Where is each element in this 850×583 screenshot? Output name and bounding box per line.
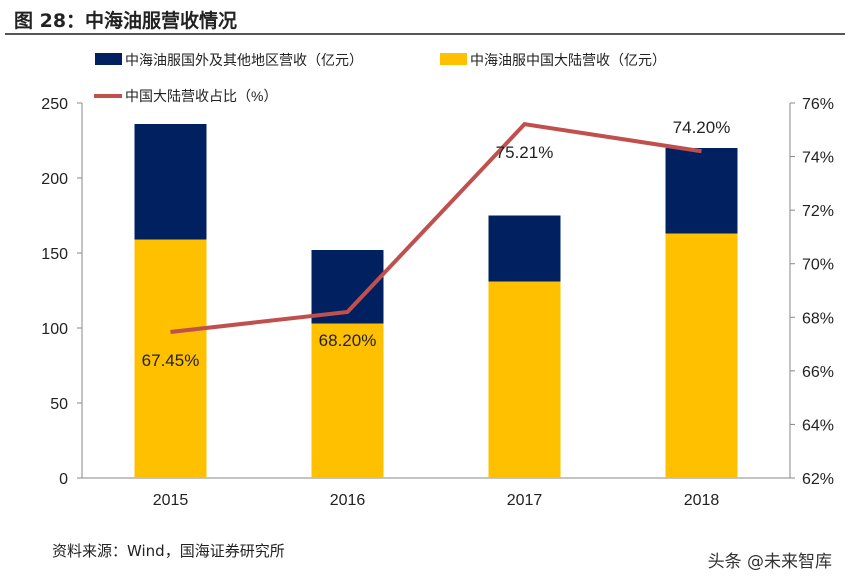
legend-swatch — [440, 53, 467, 65]
legend-label: 中海油服中国大陆营收（亿元） — [470, 52, 666, 68]
data-label: 75.21% — [496, 143, 554, 162]
right-tick-label: 66% — [802, 364, 834, 381]
legend-label: 中国大陆营收占比（%） — [125, 88, 277, 104]
right-tick-label: 68% — [802, 310, 834, 327]
x-tick-label: 2016 — [330, 492, 366, 509]
bar-domestic — [665, 233, 738, 478]
bar-overseas — [134, 124, 207, 240]
figure-title: 图 28：中海油服营收情况 — [14, 10, 238, 32]
line-share — [170, 122, 702, 335]
right-tick-label: 62% — [802, 471, 834, 488]
watermark: 头条 @未来智库 — [707, 552, 832, 572]
right-tick-label: 72% — [802, 203, 834, 220]
legend-swatch — [94, 94, 122, 98]
left-tick-label: 100 — [41, 321, 68, 338]
left-tick-label: 200 — [41, 171, 68, 188]
data-label: 68.20% — [319, 331, 377, 350]
left-tick-label: 0 — [59, 471, 68, 488]
source-note: 资料来源：Wind，国海证券研究所 — [52, 542, 285, 560]
data-label: 74.20% — [673, 118, 731, 137]
x-tick-label: 2018 — [684, 492, 720, 509]
bar-domestic — [488, 281, 561, 478]
bar-overseas — [488, 215, 561, 282]
right-tick-label: 70% — [802, 257, 834, 274]
left-tick-label: 50 — [50, 396, 68, 413]
bar-overseas — [665, 148, 738, 234]
right-tick-label: 74% — [802, 150, 834, 167]
legend-swatch — [95, 53, 122, 65]
title-divider — [5, 33, 845, 35]
left-tick-label: 150 — [41, 246, 68, 263]
legend-label: 中海油服国外及其他地区营收（亿元） — [125, 52, 363, 68]
bar-domestic — [134, 239, 207, 478]
data-label: 67.45% — [142, 351, 200, 370]
right-tick-label: 76% — [802, 96, 834, 113]
right-tick-label: 64% — [802, 417, 834, 434]
left-tick-label: 250 — [41, 96, 68, 113]
x-tick-label: 2015 — [153, 492, 189, 509]
x-tick-label: 2017 — [507, 492, 543, 509]
bar-domestic — [311, 323, 384, 478]
